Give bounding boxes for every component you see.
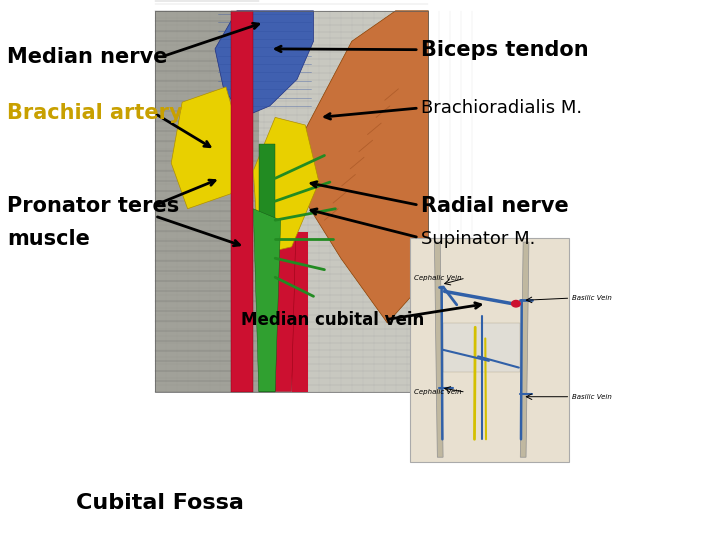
Text: Brachioradialis M.: Brachioradialis M. (421, 99, 582, 117)
Bar (155, 11, 428, 392)
Polygon shape (171, 87, 237, 209)
Bar (410, 238, 569, 462)
Text: Biceps tendon: Biceps tendon (421, 39, 589, 60)
Text: Brachial artery: Brachial artery (7, 103, 183, 124)
Bar (443, 323, 521, 372)
Polygon shape (215, 11, 313, 117)
Polygon shape (521, 242, 529, 457)
Text: Basilic Vein: Basilic Vein (572, 295, 612, 301)
Bar (155, 11, 428, 392)
Polygon shape (253, 209, 281, 392)
Text: Radial nerve: Radial nerve (421, 196, 569, 217)
Text: muscle: muscle (7, 228, 90, 249)
Text: Median nerve: Median nerve (7, 46, 168, 67)
Polygon shape (253, 117, 319, 254)
Text: Supinator M.: Supinator M. (421, 230, 536, 248)
Text: Cephalic Vein: Cephalic Vein (413, 389, 462, 395)
Text: Pronator teres: Pronator teres (7, 196, 179, 217)
Text: Cephalic Vein: Cephalic Vein (413, 275, 462, 281)
Polygon shape (155, 11, 258, 392)
Text: Basilic Vein: Basilic Vein (572, 394, 612, 400)
Text: Median cubital vein: Median cubital vein (241, 310, 425, 329)
Polygon shape (434, 242, 443, 457)
Polygon shape (292, 11, 428, 323)
Polygon shape (292, 232, 308, 392)
Polygon shape (275, 171, 297, 392)
Circle shape (512, 300, 521, 307)
Polygon shape (258, 144, 275, 392)
Text: Cubital Fossa: Cubital Fossa (76, 493, 243, 514)
Polygon shape (231, 11, 253, 392)
